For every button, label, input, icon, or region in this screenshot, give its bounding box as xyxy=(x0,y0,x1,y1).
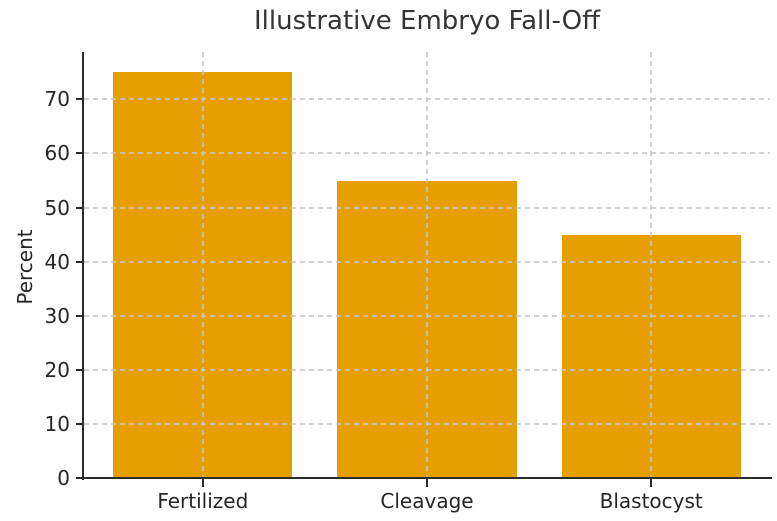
chart-title: Illustrative Embryo Fall-Off xyxy=(254,6,600,36)
y-tick-label-20: 20 xyxy=(44,357,70,382)
y-tick-label-40: 40 xyxy=(44,249,70,274)
y-tick-20 xyxy=(76,368,84,371)
y-tick-label-30: 30 xyxy=(44,303,70,328)
y-axis-spine xyxy=(82,52,84,480)
y-tick-0 xyxy=(76,477,84,479)
y-tick-60 xyxy=(76,152,84,155)
gridline-v-blastocyst xyxy=(650,52,653,478)
y-tick-10 xyxy=(76,422,84,425)
x-axis-spine xyxy=(82,477,772,479)
y-tick-30 xyxy=(76,314,84,317)
x-tick-fertilized xyxy=(201,479,204,487)
x-tick-blastocyst xyxy=(650,479,653,487)
x-tick-cleavage xyxy=(426,479,428,487)
gridline-v-fertilized xyxy=(201,52,204,478)
y-tick-label-70: 70 xyxy=(44,87,70,112)
gridline-v-cleavage xyxy=(426,52,428,478)
y-tick-label-10: 10 xyxy=(44,411,70,436)
y-tick-70 xyxy=(76,98,84,101)
x-tick-label-blastocyst: Blastocyst xyxy=(599,489,703,513)
y-tick-40 xyxy=(76,260,84,263)
x-tick-label-cleavage: Cleavage xyxy=(380,489,474,513)
y-tick-label-60: 60 xyxy=(44,141,70,166)
y-tick-label-50: 50 xyxy=(44,195,70,220)
y-tick-label-0: 0 xyxy=(57,466,70,490)
y-tick-50 xyxy=(76,206,84,209)
x-tick-label-fertilized: Fertilized xyxy=(157,489,249,513)
